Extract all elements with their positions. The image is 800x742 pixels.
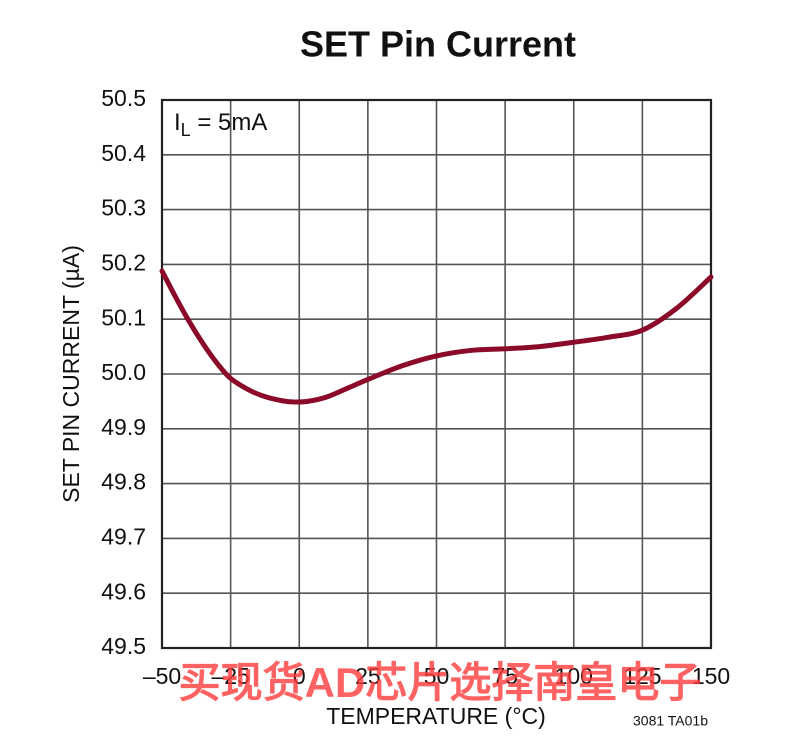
x-tick-label: 25 <box>355 663 381 689</box>
annotation-part: I <box>174 109 181 136</box>
y-tick-label: 49.8 <box>101 469 146 495</box>
x-tick-label: –50 <box>143 663 181 689</box>
y-tick-label: 49.5 <box>101 633 146 659</box>
figure-note: 3081 TA01b <box>633 713 708 729</box>
annotation-part: L <box>181 120 191 140</box>
annotation-part: = 5mA <box>191 109 268 136</box>
y-axis-label: SET PIN CURRENT (µA) <box>58 245 84 503</box>
annotation: IL = 5mA <box>174 109 267 139</box>
x-tick-label: 100 <box>555 663 593 689</box>
plot-frame <box>160 98 713 650</box>
x-tick-label: 125 <box>623 663 661 689</box>
y-tick-label: 50.5 <box>101 85 146 111</box>
y-tick-label: 50.1 <box>101 304 146 330</box>
x-tick-label: 0 <box>293 663 306 689</box>
x-tick-label: 150 <box>692 663 730 689</box>
x-tick-label: 75 <box>492 663 518 689</box>
x-tick-label: –25 <box>211 663 249 689</box>
y-tick-label: 50.4 <box>101 140 146 166</box>
y-tick-label: 50.0 <box>101 359 146 385</box>
y-tick-label: 49.6 <box>101 578 146 604</box>
x-axis-label: TEMPERATURE (°C) <box>326 703 546 729</box>
y-tick-label: 49.9 <box>101 414 146 440</box>
y-tick-label: 49.7 <box>101 523 146 549</box>
data-line <box>159 268 714 405</box>
x-tick-label: 50 <box>424 663 450 689</box>
watermark: 买现货AD芯片选择南皇电子 <box>179 659 702 706</box>
chart-title: SET Pin Current <box>300 24 576 65</box>
y-tick-label: 50.2 <box>101 249 146 275</box>
y-tick-label: 50.3 <box>101 195 146 221</box>
